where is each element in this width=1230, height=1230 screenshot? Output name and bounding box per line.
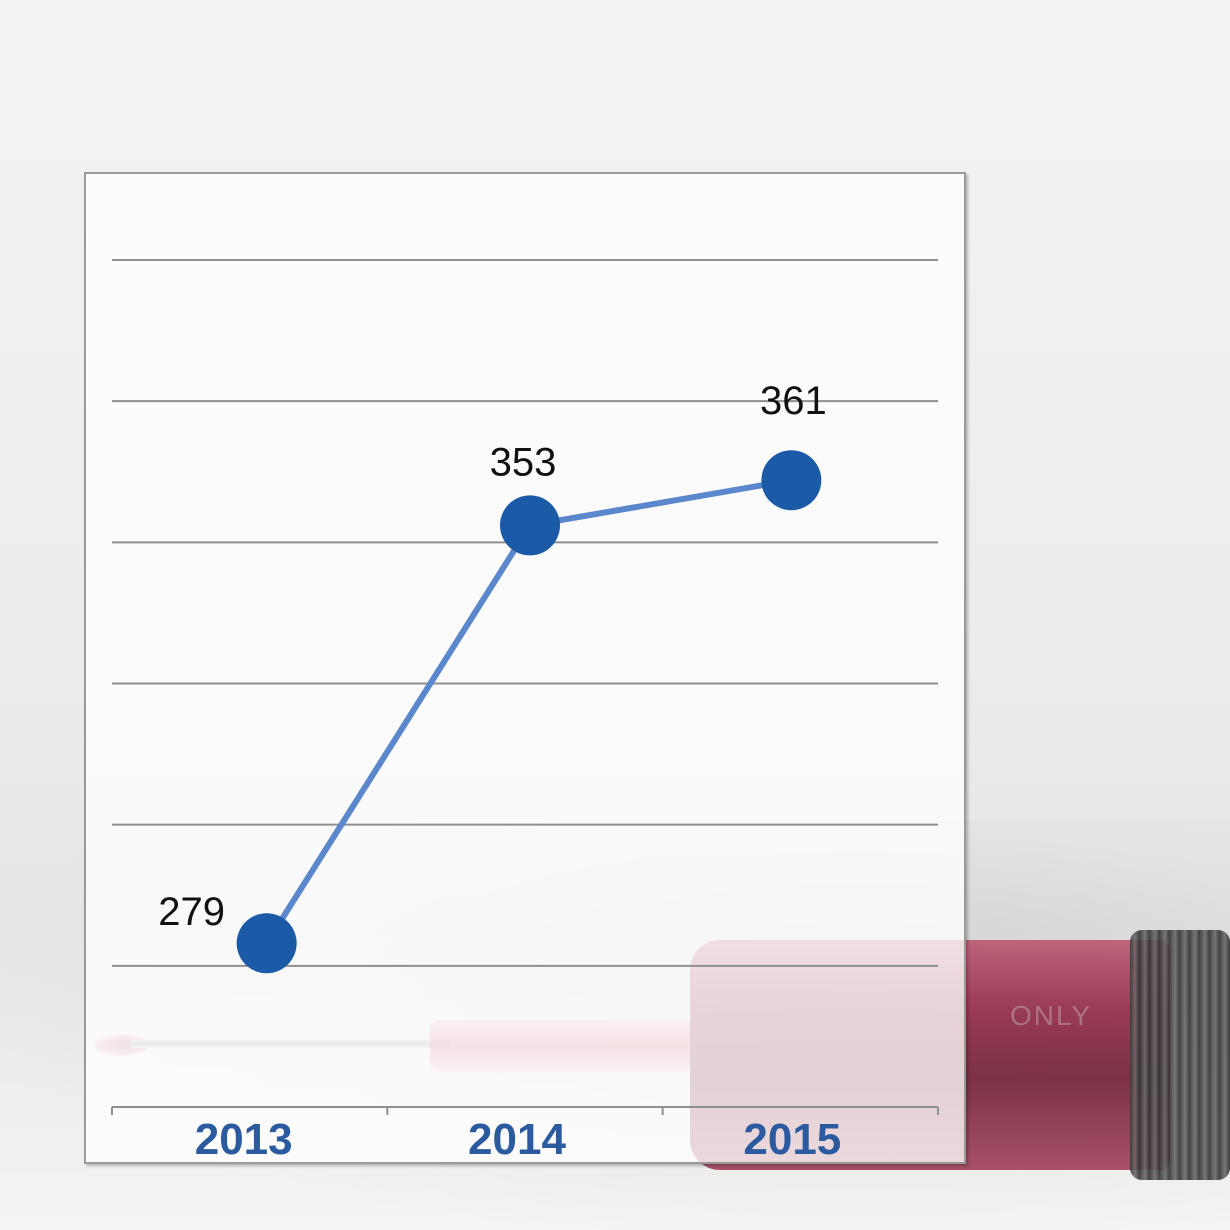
data-point (761, 450, 822, 511)
data-point (500, 495, 560, 556)
data-label: 353 (490, 440, 557, 484)
x-tick-label: 2013 (195, 1115, 293, 1162)
data-label: 361 (760, 379, 827, 423)
chart-card: 279 353 361 2013 2014 2015 (84, 172, 966, 1164)
data-point (236, 913, 297, 974)
x-tick-label: 2014 (468, 1115, 566, 1162)
line-chart: 279 353 361 2013 2014 2015 (111, 259, 939, 1162)
x-tick-label: 2015 (743, 1115, 841, 1162)
data-label: 279 (158, 890, 225, 934)
